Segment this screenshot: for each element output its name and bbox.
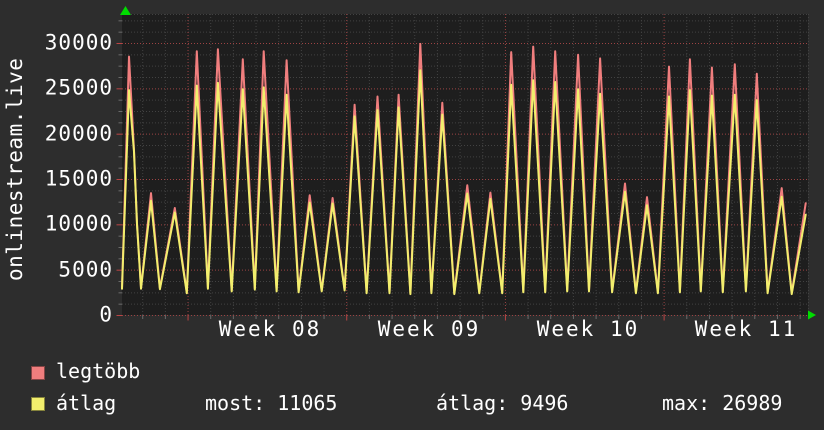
stat-current: most: 11065 [205,391,338,415]
y-tick-label: 10000 [44,211,113,236]
week-label: Week 11 [694,317,798,341]
stat-average: átlag: 9496 [436,391,569,415]
week-label: Week 09 [377,317,481,341]
legend-swatch-atlag [31,397,45,411]
y-tick-label: 5000 [58,257,113,282]
legend-label-legtobb: legtöbb [56,359,141,383]
y-tick-label: 20000 [44,121,113,146]
x-axis-arrow-right-icon [808,310,816,320]
legend-label-atlag: átlag [56,391,117,415]
stat-max: max: 26989 [662,391,783,415]
week-label: Week 10 [536,317,640,341]
y-tick-label: 30000 [44,30,113,55]
y-tick-label: 15000 [44,166,113,191]
y-tick-label: 25000 [44,75,113,100]
week-label: Week 08 [218,317,322,341]
y-axis-arrow-up-icon [120,6,131,15]
legend-swatch-legtobb [31,366,45,380]
y-tick-label: 0 [99,302,113,327]
series-line-atlag [121,69,807,296]
